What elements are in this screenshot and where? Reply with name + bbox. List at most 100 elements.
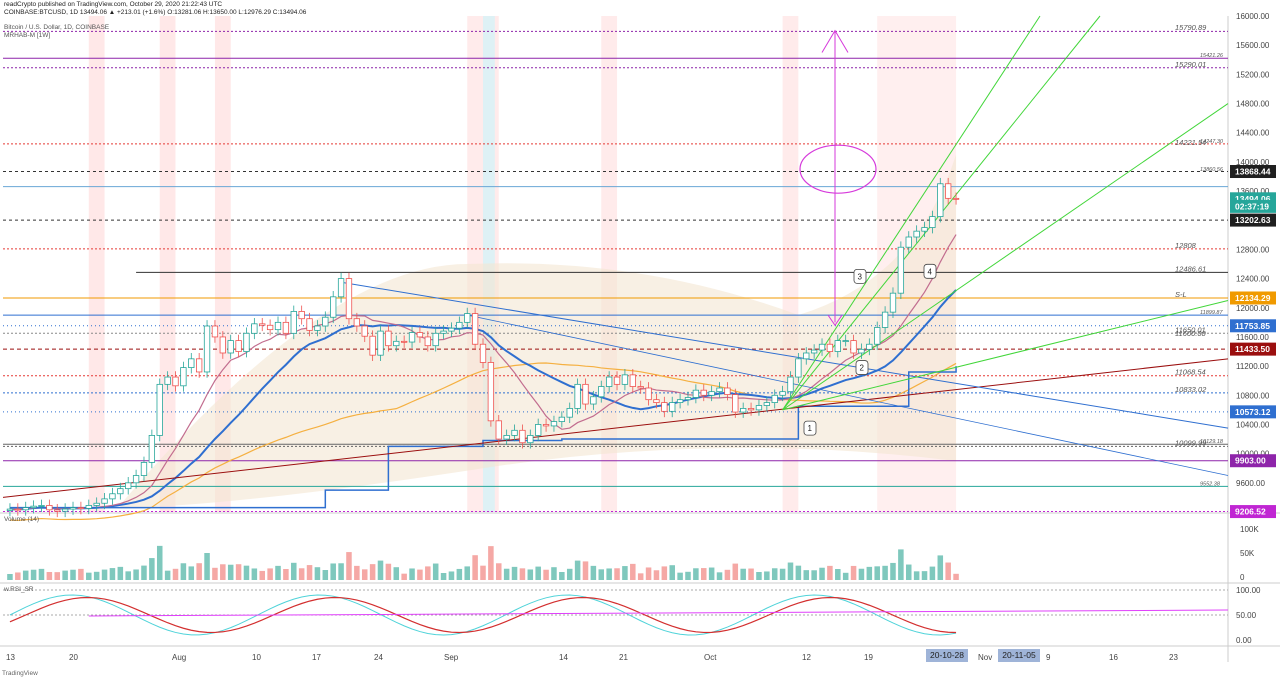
volume-bar (204, 553, 210, 580)
volume-bar (141, 565, 147, 580)
candle-body (471, 313, 479, 345)
fan-line-3 (782, 103, 1229, 411)
level-label: 15790.89 (1175, 23, 1207, 32)
volume-bar (220, 564, 226, 580)
volume-bar (196, 563, 202, 580)
trendline-falling (341, 281, 1229, 429)
candle-body (676, 399, 684, 403)
candle-body (952, 197, 960, 200)
volume-bar (425, 566, 431, 580)
volume-bar (511, 566, 518, 580)
candle-body (826, 343, 834, 352)
candle-body (140, 461, 148, 476)
candle-body (700, 389, 707, 396)
level-label: 14247.30 (1200, 139, 1224, 145)
candle-body (929, 216, 936, 228)
level-label: 12808 (1175, 241, 1197, 250)
level-label: 12486.61 (1175, 264, 1206, 273)
volume-bar (149, 558, 155, 580)
date-range-end-pill: 20-11-05 (998, 649, 1040, 662)
level-label: 15421.26 (1200, 53, 1224, 59)
candle-body (188, 358, 195, 368)
volume-bar (93, 571, 100, 580)
date-axis-label: 16 (1109, 653, 1118, 662)
callout-box (853, 268, 867, 284)
date-axis-label: 20 (69, 653, 78, 662)
candle-body (235, 340, 242, 352)
volume-bar (7, 574, 13, 580)
candle-body (763, 402, 770, 406)
volume-bar (456, 568, 463, 580)
candle-body (337, 278, 345, 298)
volume-bar (929, 566, 936, 580)
candle-body (400, 340, 408, 343)
candle-body (637, 386, 644, 389)
candle-body (353, 318, 361, 327)
volume-bar (835, 569, 841, 580)
candle-body (424, 336, 431, 347)
volume-bar (235, 564, 242, 580)
candle-body (251, 323, 258, 334)
volume-bar (354, 565, 360, 580)
date-axis-label: 10 (252, 653, 261, 662)
volume-bar (298, 568, 305, 580)
date-axis-label: 14 (559, 653, 568, 662)
candle-body (535, 424, 542, 436)
ma-pink (9, 234, 957, 511)
candle-body (574, 383, 581, 409)
price-axis-label: 16000.00 (1236, 12, 1270, 21)
candle-body (148, 435, 156, 463)
volume-bar (361, 569, 368, 580)
publish-info: readCrypto published on TradingView.com,… (4, 1, 223, 8)
volume-bar (811, 570, 817, 580)
candle-body (905, 236, 912, 248)
volume-bar (30, 569, 37, 580)
volume-bar (606, 568, 612, 580)
volume-bar (22, 570, 29, 580)
candle-body (125, 482, 132, 490)
volume-bar (748, 568, 754, 580)
trendline-falling-2 (467, 314, 1229, 476)
volume-bar (756, 572, 762, 580)
volume-bar (180, 563, 187, 580)
candle-body (361, 325, 368, 337)
candle-body (842, 340, 849, 342)
volume-bar (448, 571, 455, 580)
candle-body (345, 278, 353, 320)
price-pill-bg (1230, 505, 1276, 519)
candle-body (211, 325, 219, 338)
candle-body (519, 429, 526, 444)
candle-body (542, 424, 550, 427)
volume-bar (566, 568, 573, 580)
level-label: 10129.18 (1200, 439, 1224, 445)
candle-body (54, 509, 61, 512)
candle-body (448, 327, 455, 332)
candle-body (590, 396, 597, 405)
stepped-support-line (9, 366, 957, 509)
price-pill-bg (1230, 405, 1276, 419)
volume-bar (937, 555, 944, 580)
volume-bar (401, 573, 407, 580)
candle-body (889, 292, 897, 313)
price-pill-text: 13202.63 (1235, 215, 1271, 225)
candle-body (117, 488, 124, 495)
volume-bar (724, 569, 731, 580)
candle-body (61, 508, 69, 512)
price-axis-label: 11600.00 (1236, 333, 1269, 342)
volume-bar (795, 565, 802, 580)
candle-body (180, 367, 187, 387)
volume-bar (519, 568, 526, 580)
candle-body (38, 505, 45, 507)
price-pill-bg (1230, 165, 1276, 179)
date-cursor-pill: 20-10-28 (926, 649, 968, 662)
candle-body (282, 321, 290, 334)
volume-bar (251, 568, 258, 580)
volume-bar (535, 566, 541, 580)
volume-bar (819, 567, 825, 580)
candle-body (503, 435, 510, 440)
candle-body (645, 387, 652, 401)
callout-label: 1 (808, 424, 813, 433)
volume-bar (574, 560, 581, 580)
price-axis-label: 14000.00 (1236, 158, 1270, 167)
